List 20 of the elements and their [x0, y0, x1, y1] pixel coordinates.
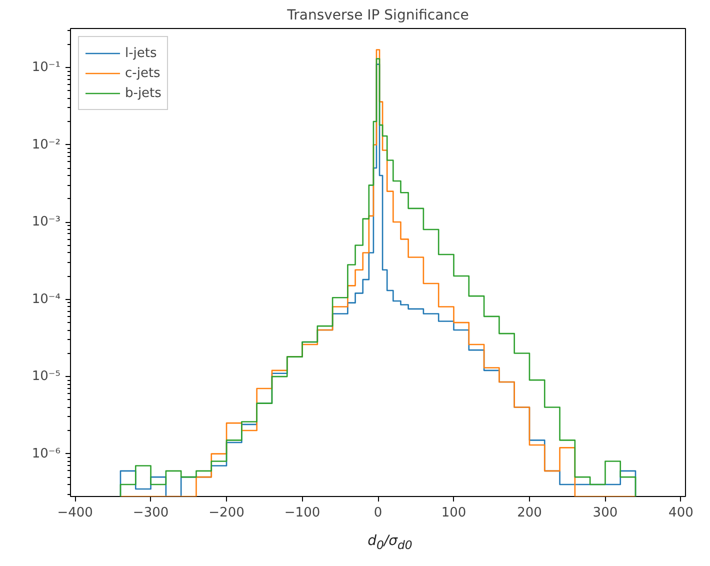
y-tick-label: 10⁻² [32, 137, 61, 152]
legend-label: l-jets [125, 46, 157, 60]
x-tick-label: 200 [517, 506, 542, 520]
x-tick-label: −400 [57, 506, 93, 520]
chart-title: Transverse IP Significance [286, 8, 469, 24]
x-axis-title: d$_{0}$/σ$_{d0}$ [368, 533, 412, 552]
y-tick-label: 10⁻⁴ [32, 292, 61, 307]
legend-label: b-jets [125, 86, 162, 100]
legend-label: c-jets [125, 66, 160, 80]
x-tick-label: −300 [132, 506, 169, 520]
y-tick-label: 10⁻⁶ [32, 446, 61, 462]
x-tick-label: 100 [441, 506, 466, 520]
y-tick-label: 10⁻⁵ [32, 369, 61, 384]
x-tick-label: 0 [374, 506, 382, 520]
x-tick-label: 400 [668, 506, 694, 520]
x-tick-label: 300 [592, 506, 618, 520]
y-tick-label: 10⁻³ [32, 214, 61, 230]
x-tick-label: −200 [208, 506, 244, 520]
y-tick-label: 10⁻¹ [32, 60, 61, 76]
x-tick-label: −100 [284, 506, 320, 520]
